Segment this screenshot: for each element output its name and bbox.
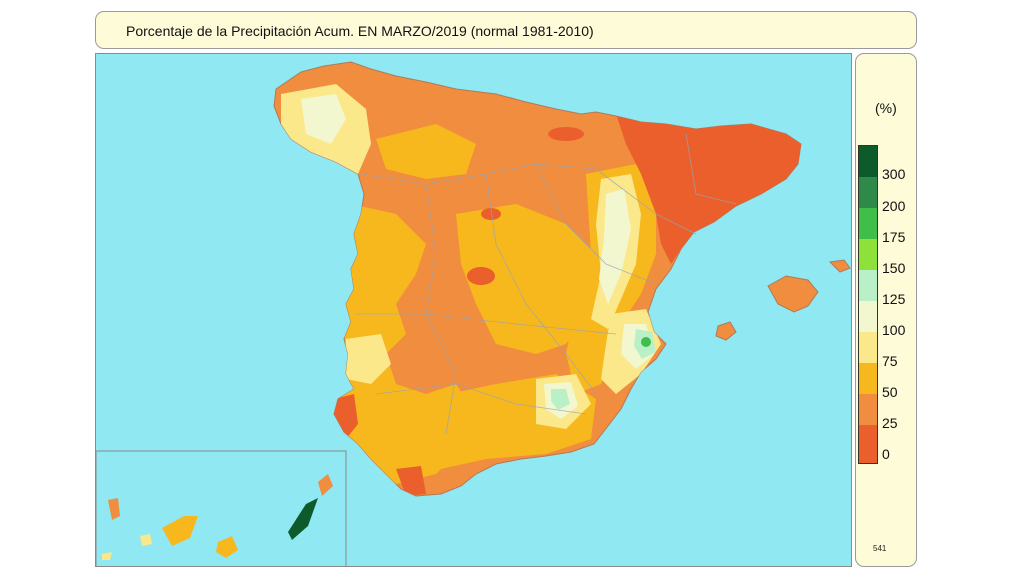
- zone-moderate-center: [456, 204, 596, 354]
- legend-swatch-100: [859, 301, 877, 332]
- zone-dry-northeast: [616, 114, 801, 264]
- map-code: 541: [873, 544, 887, 553]
- zone-moderate-north: [376, 124, 476, 179]
- regional-boundaries: [356, 133, 737, 435]
- legend-label-75: 75: [882, 353, 898, 369]
- legend-swatch-150: [859, 239, 877, 270]
- canary-gran-canaria: [216, 536, 238, 558]
- map-panel: [95, 53, 852, 567]
- legend-label-300: 300: [882, 166, 906, 182]
- precipitation-map: [96, 61, 851, 566]
- legend-swatch-0: [859, 425, 877, 463]
- zone-dry-aragon: [481, 208, 501, 220]
- canary-tenerife: [162, 516, 198, 546]
- legend-label-200: 200: [882, 198, 906, 214]
- legend-label-50: 50: [882, 384, 898, 400]
- canary-el-hierro: [102, 552, 112, 560]
- canary-inset-frame: [96, 450, 347, 566]
- legend-unit: (%): [875, 100, 897, 116]
- legend-label-0: 0: [882, 446, 890, 462]
- zone-near-normal-west: [346, 334, 391, 384]
- zone-dry-cadiz: [396, 466, 426, 496]
- legend-swatch-200: [859, 177, 877, 208]
- legend-swatch-125: [859, 270, 877, 301]
- legend-swatch-175: [859, 208, 877, 239]
- legend-label-175: 175: [882, 229, 906, 245]
- canary-lanzarote: [318, 474, 333, 496]
- menorca: [828, 259, 851, 273]
- mallorca: [767, 275, 819, 313]
- legend-label-125: 125: [882, 291, 906, 307]
- canary-la-gomera: [140, 534, 152, 546]
- canary-fuerteventura: [288, 498, 318, 540]
- legend-panel: (%) 300 200 175 150 125 100 75 50 25 0 5…: [855, 53, 917, 567]
- legend-swatch-50: [859, 363, 877, 394]
- zone-normal-east: [599, 189, 631, 304]
- zone-dry-center: [467, 267, 495, 285]
- legend-swatch-300: [859, 146, 877, 177]
- legend-swatch-25: [859, 394, 877, 425]
- zone-normal-galicia: [301, 94, 346, 144]
- legend-label-100: 100: [882, 322, 906, 338]
- zone-dry-north: [548, 127, 584, 141]
- canary-la-palma: [108, 498, 120, 520]
- zone-wet-south: [551, 389, 570, 410]
- precipitation-zones: [281, 84, 801, 496]
- legend-label-25: 25: [882, 415, 898, 431]
- zone-very-wet-valencia: [641, 337, 651, 347]
- title-panel: Porcentaje de la Precipitación Acum. EN …: [95, 11, 917, 49]
- ibiza: [715, 321, 737, 341]
- legend-color-scale: [858, 145, 878, 464]
- legend-swatch-75: [859, 332, 877, 363]
- legend-label-150: 150: [882, 260, 906, 276]
- map-title: Porcentaje de la Precipitación Acum. EN …: [126, 23, 594, 39]
